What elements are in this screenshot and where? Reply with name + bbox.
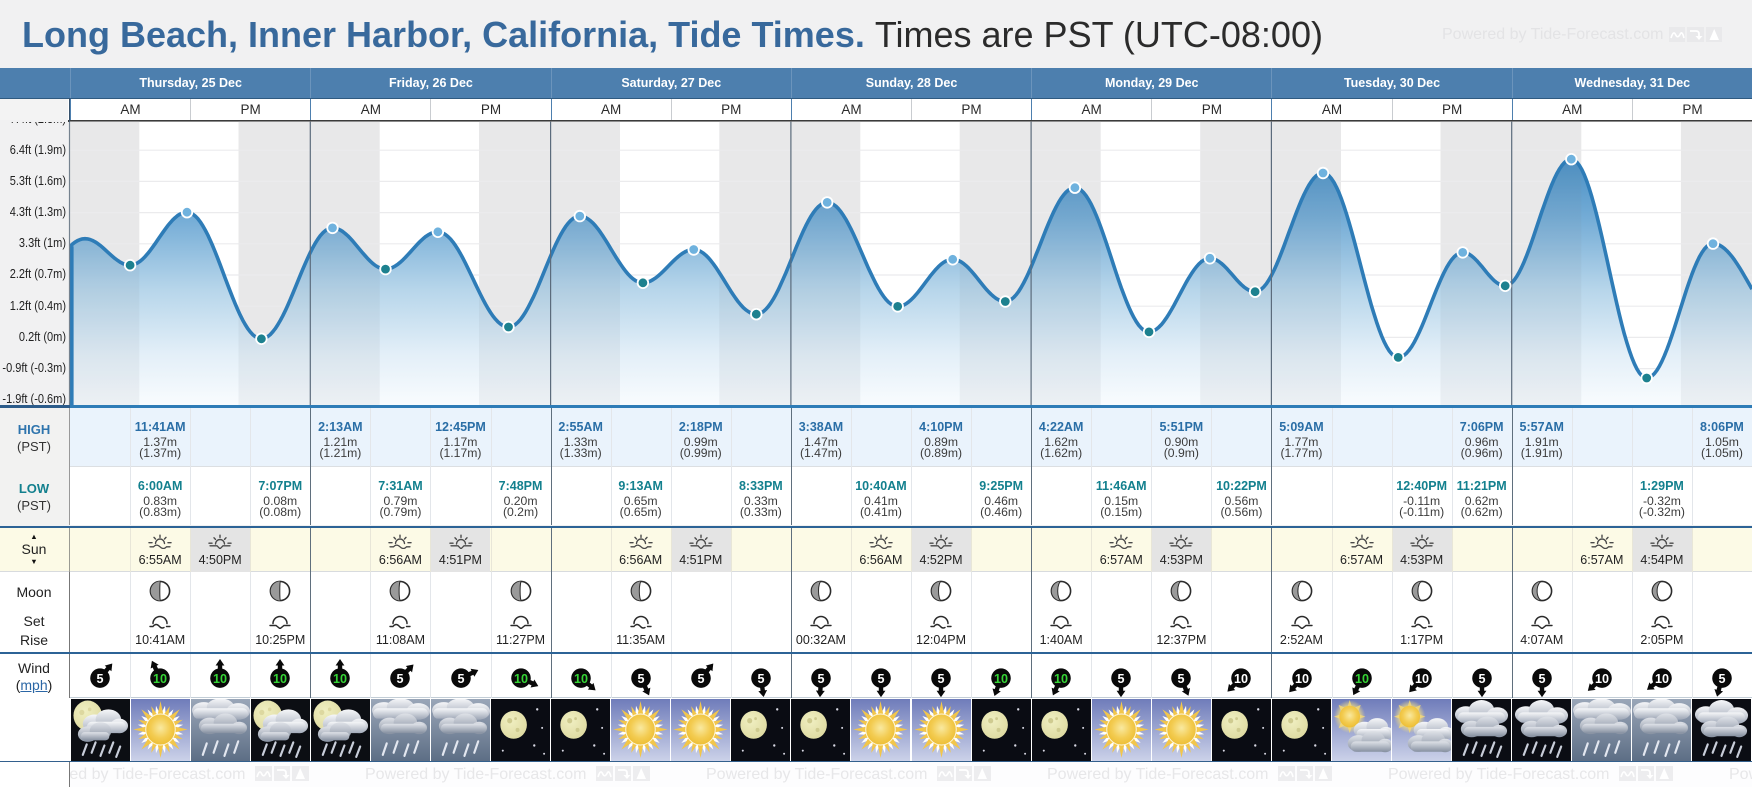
svg-text:5: 5 — [457, 671, 464, 685]
svg-text:10: 10 — [213, 671, 227, 685]
svg-text:5: 5 — [937, 671, 944, 685]
svg-text:5: 5 — [96, 671, 103, 685]
svg-text:10: 10 — [1054, 671, 1068, 685]
svg-text:5: 5 — [757, 671, 764, 685]
svg-text:10: 10 — [1595, 671, 1609, 685]
svg-text:10: 10 — [1415, 671, 1429, 685]
svg-text:5: 5 — [1478, 671, 1485, 685]
svg-text:10: 10 — [574, 671, 588, 685]
svg-text:5: 5 — [637, 671, 644, 685]
svg-text:10: 10 — [273, 671, 287, 685]
svg-text:5: 5 — [1178, 671, 1185, 685]
svg-text:5: 5 — [1118, 671, 1125, 685]
svg-text:5: 5 — [1538, 671, 1545, 685]
svg-text:5: 5 — [1718, 671, 1725, 685]
svg-text:5: 5 — [697, 671, 704, 685]
svg-text:5: 5 — [397, 671, 404, 685]
svg-text:10: 10 — [153, 671, 167, 685]
svg-text:5: 5 — [817, 671, 824, 685]
svg-text:10: 10 — [1655, 671, 1669, 685]
svg-text:10: 10 — [513, 671, 527, 685]
svg-text:10: 10 — [1294, 671, 1308, 685]
svg-text:10: 10 — [1234, 671, 1248, 685]
svg-text:10: 10 — [1354, 671, 1368, 685]
svg-text:10: 10 — [994, 671, 1008, 685]
svg-text:10: 10 — [333, 671, 347, 685]
svg-text:5: 5 — [877, 671, 884, 685]
